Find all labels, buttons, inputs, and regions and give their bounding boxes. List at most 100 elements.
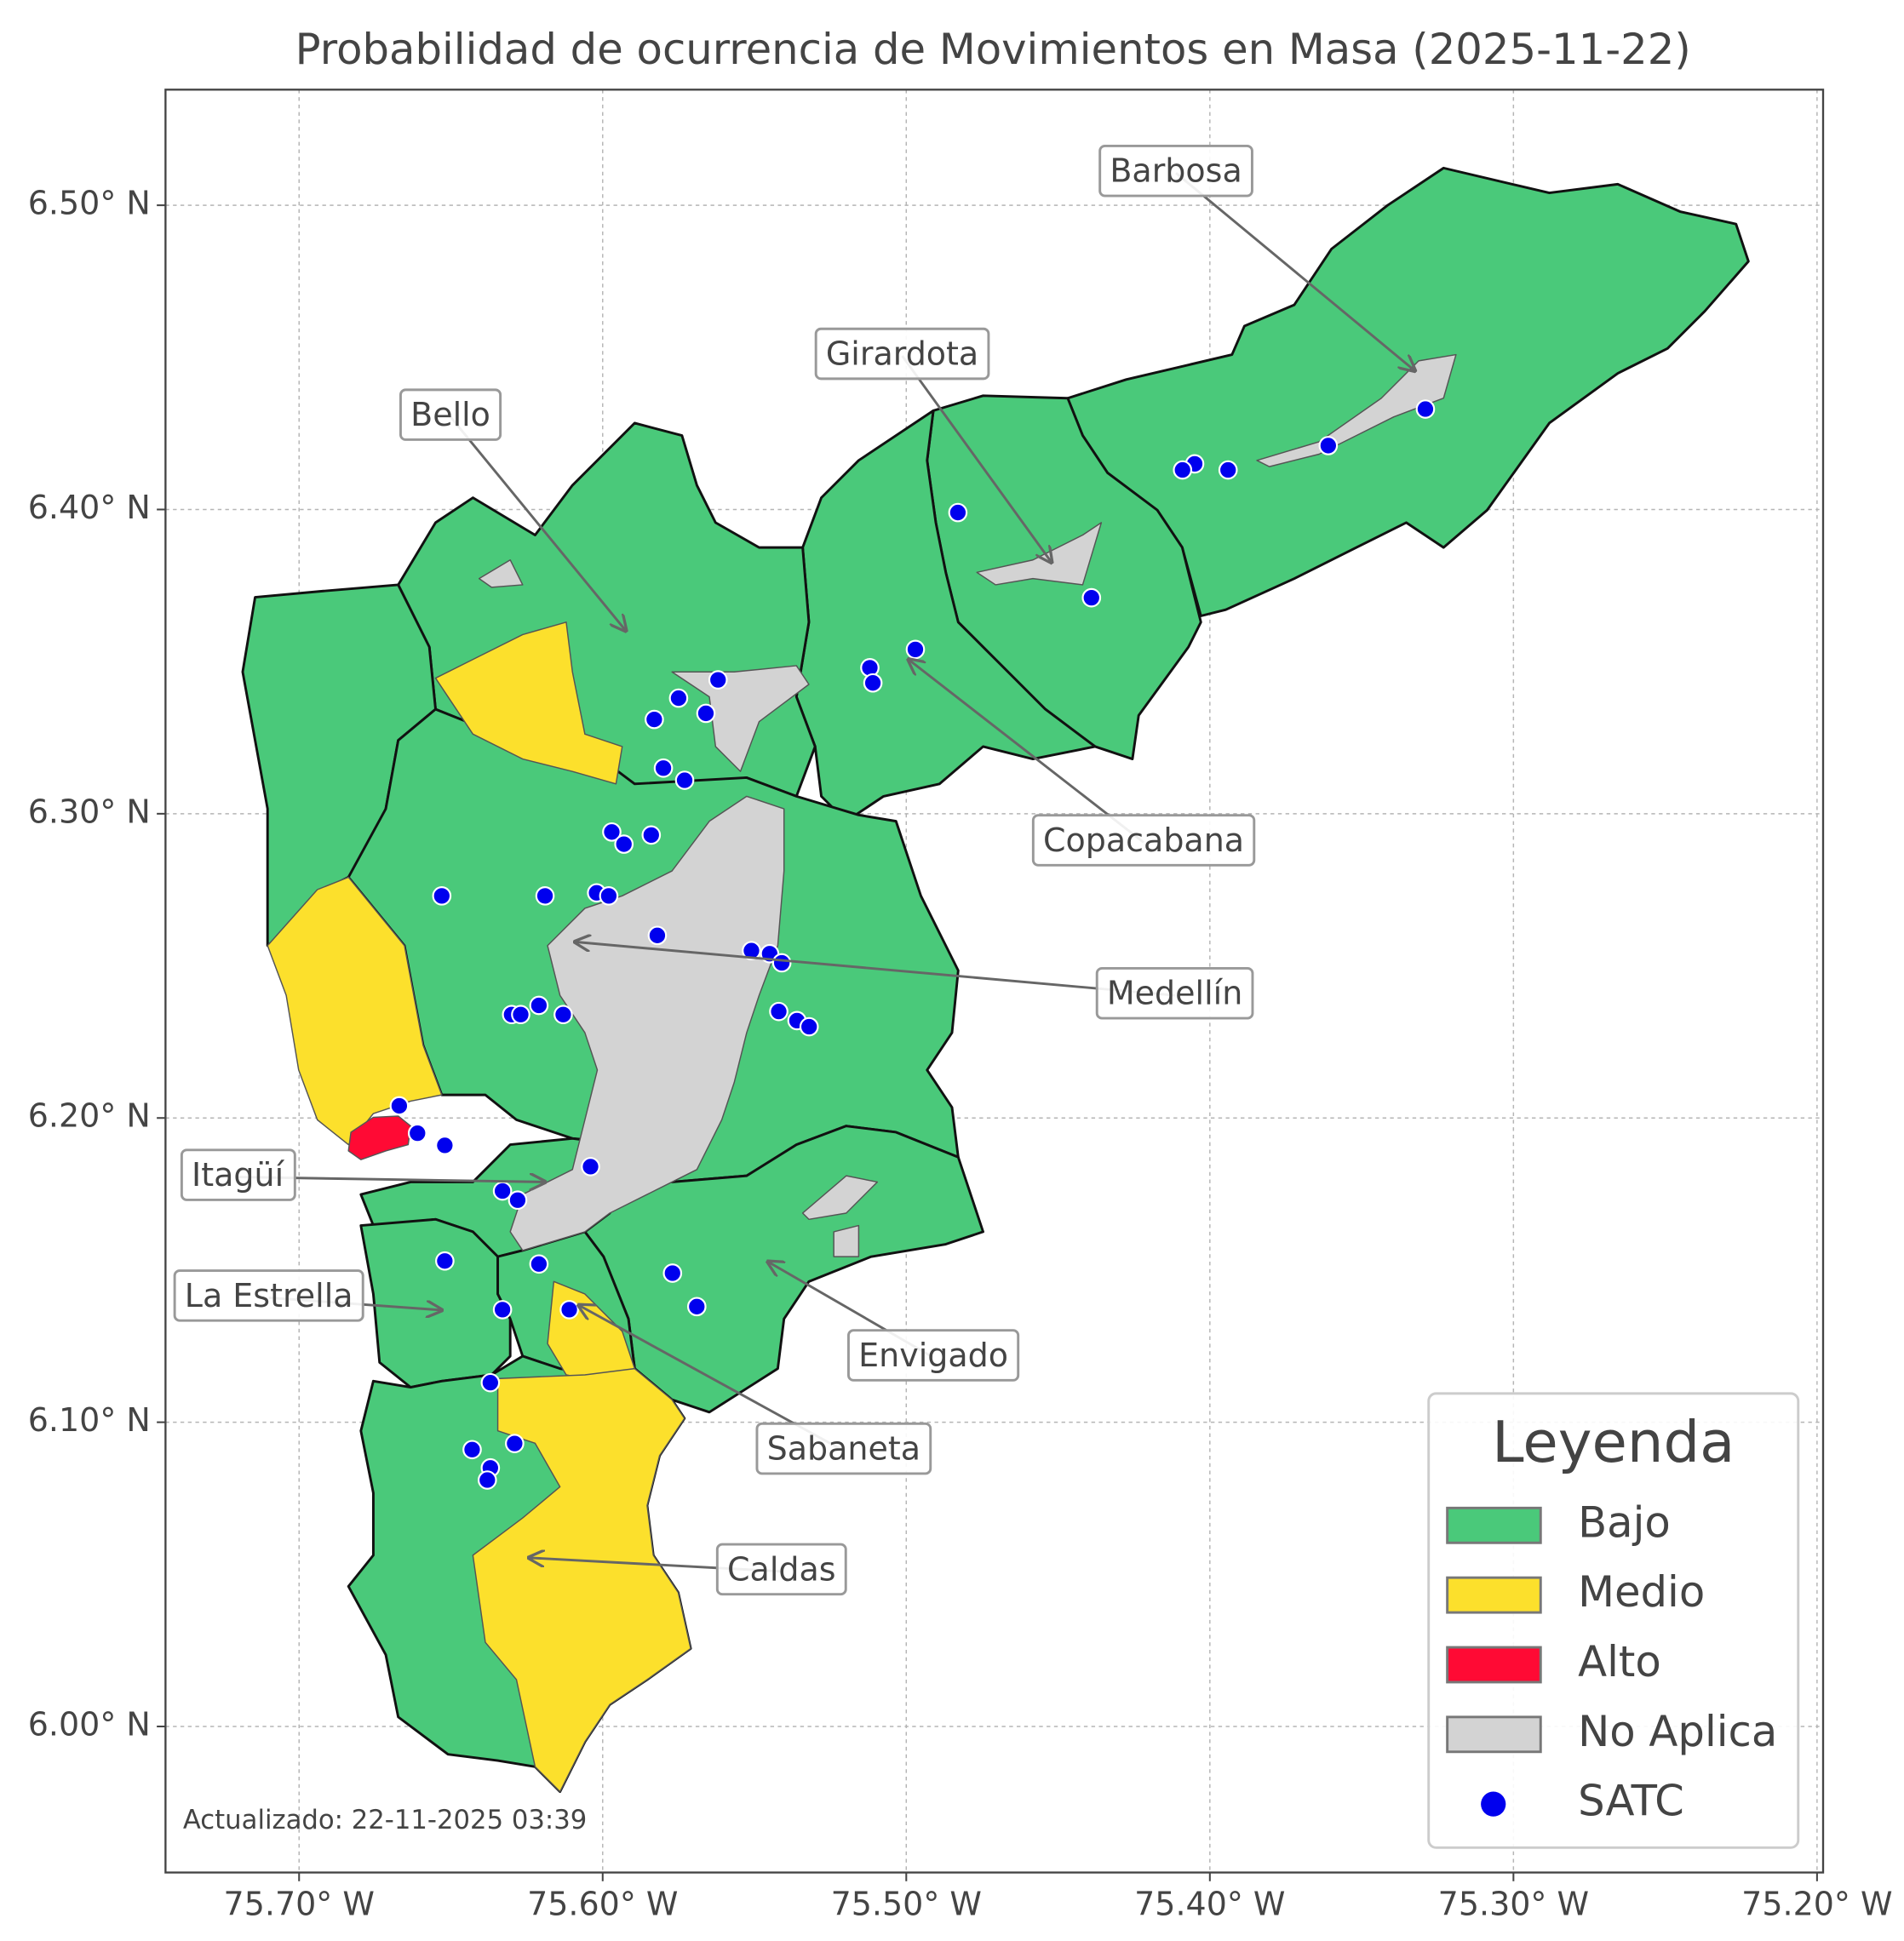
- satc-station: [1415, 399, 1436, 419]
- x-tick-label: 75.30° W: [1438, 1886, 1589, 1923]
- annotation-box: [399, 388, 502, 441]
- satc-station: [905, 639, 926, 660]
- x-tick-label: 75.40° W: [1134, 1886, 1285, 1923]
- satc-station: [771, 953, 792, 973]
- satc-station: [602, 822, 622, 842]
- satc-station: [863, 673, 883, 693]
- legend-label: SATC: [1578, 1777, 1684, 1826]
- x-tick-label: 75.60° W: [527, 1886, 678, 1923]
- annotation-box: [715, 1543, 847, 1596]
- satc-station: [581, 1157, 600, 1177]
- legend-swatch: [1446, 1576, 1542, 1614]
- satc-station: [614, 834, 634, 854]
- satc-station: [529, 1254, 549, 1274]
- annotation-label: Sabaneta: [767, 1430, 920, 1468]
- annotation-arrow: [909, 660, 1144, 844]
- annotation-arrow: [901, 355, 1052, 563]
- legend-label: Medio: [1578, 1567, 1705, 1617]
- annotation-box: [1031, 814, 1256, 867]
- satc-station: [799, 1016, 819, 1037]
- x-tick-label: 75.50° W: [831, 1886, 982, 1923]
- annotation-label: Bello: [410, 396, 490, 433]
- legend-label: Bajo: [1578, 1497, 1671, 1547]
- satc-station: [653, 758, 674, 778]
- y-tick-label: 6.30° N: [28, 793, 151, 830]
- satc-station: [435, 1251, 455, 1271]
- satc-station: [948, 502, 968, 523]
- y-tick-label: 6.20° N: [28, 1097, 151, 1135]
- y-tick-label: 6.00° N: [28, 1706, 151, 1743]
- annotation-label: Itagüí: [192, 1156, 285, 1194]
- annotation-label: Girardota: [826, 335, 978, 373]
- satc-station: [553, 1005, 573, 1025]
- satc-station: [674, 770, 695, 790]
- municipality-area: [347, 1115, 412, 1160]
- municipality-area: [801, 1175, 879, 1221]
- municipality-area: [509, 795, 785, 1251]
- satc-station: [1218, 460, 1238, 480]
- annotation-arrow: [449, 415, 626, 631]
- annotation-label: Medellín: [1107, 975, 1242, 1012]
- annotation-arrow: [575, 942, 1175, 997]
- satc-station: [662, 1263, 683, 1283]
- y-tick-label: 6.40° N: [28, 489, 151, 526]
- satc-station: [477, 1470, 497, 1490]
- satc-station: [647, 925, 668, 946]
- annotation-arrow: [1175, 172, 1415, 370]
- satc-station: [708, 670, 728, 690]
- municipality-area: [833, 1224, 860, 1257]
- satc-station: [641, 825, 662, 845]
- annotation-box: [1095, 966, 1254, 1020]
- satc-station: [769, 1001, 789, 1022]
- annotation-label: Caldas: [727, 1550, 836, 1588]
- annotation-box: [1098, 144, 1253, 198]
- annotation-box: [846, 1329, 1020, 1382]
- municipality-area: [478, 558, 524, 588]
- satc-station: [432, 886, 452, 906]
- annotation-box: [173, 1269, 364, 1322]
- satc-station: [407, 1123, 427, 1143]
- annotation-box: [814, 327, 990, 381]
- annotation-label: Barbosa: [1110, 152, 1242, 190]
- municipality-area: [1256, 353, 1457, 467]
- legend-swatch: [1446, 1506, 1542, 1544]
- satc-station: [535, 886, 555, 906]
- satc-station: [686, 1297, 707, 1317]
- map-title: Probabilidad de ocurrencia de Movimiento…: [295, 25, 1691, 74]
- x-tick-label: 75.20° W: [1741, 1886, 1892, 1923]
- annotation-label: La Estrella: [185, 1277, 353, 1314]
- y-tick-label: 6.10° N: [28, 1401, 151, 1439]
- annotation-box: [755, 1422, 932, 1475]
- x-tick-label: 75.70° W: [224, 1886, 375, 1923]
- satc-station: [389, 1096, 410, 1116]
- satc-station: [696, 703, 716, 724]
- legend-swatch: [1446, 1646, 1542, 1684]
- satc-station: [559, 1300, 579, 1320]
- municipality-area: [434, 621, 623, 785]
- legend-swatch: [1446, 1715, 1542, 1754]
- satc-station: [668, 688, 689, 708]
- annotation-label: Copacabana: [1043, 822, 1244, 859]
- legend-marker: [1481, 1791, 1506, 1817]
- legend-label: No Aplica: [1578, 1707, 1777, 1756]
- satc-station: [599, 886, 619, 906]
- satc-station: [1318, 436, 1339, 455]
- annotation-box: [180, 1148, 296, 1201]
- municipality-area: [267, 876, 443, 1146]
- legend-label: Alto: [1578, 1637, 1661, 1686]
- footnote: Actualizado: 22-11-2025 03:39: [183, 1806, 587, 1835]
- satc-station: [1173, 460, 1193, 480]
- legend-title: Leyenda: [1492, 1409, 1735, 1475]
- satc-station: [529, 995, 549, 1016]
- satc-station: [435, 1136, 455, 1155]
- satc-station: [505, 1434, 525, 1453]
- satc-station: [492, 1300, 513, 1320]
- satc-station: [511, 1005, 530, 1025]
- y-tick-label: 6.50° N: [28, 185, 151, 222]
- plot-frame: [164, 89, 1825, 1874]
- satc-station: [462, 1440, 482, 1460]
- municipality-area: [472, 1367, 691, 1793]
- satc-station: [1081, 587, 1102, 608]
- satc-station: [480, 1372, 501, 1393]
